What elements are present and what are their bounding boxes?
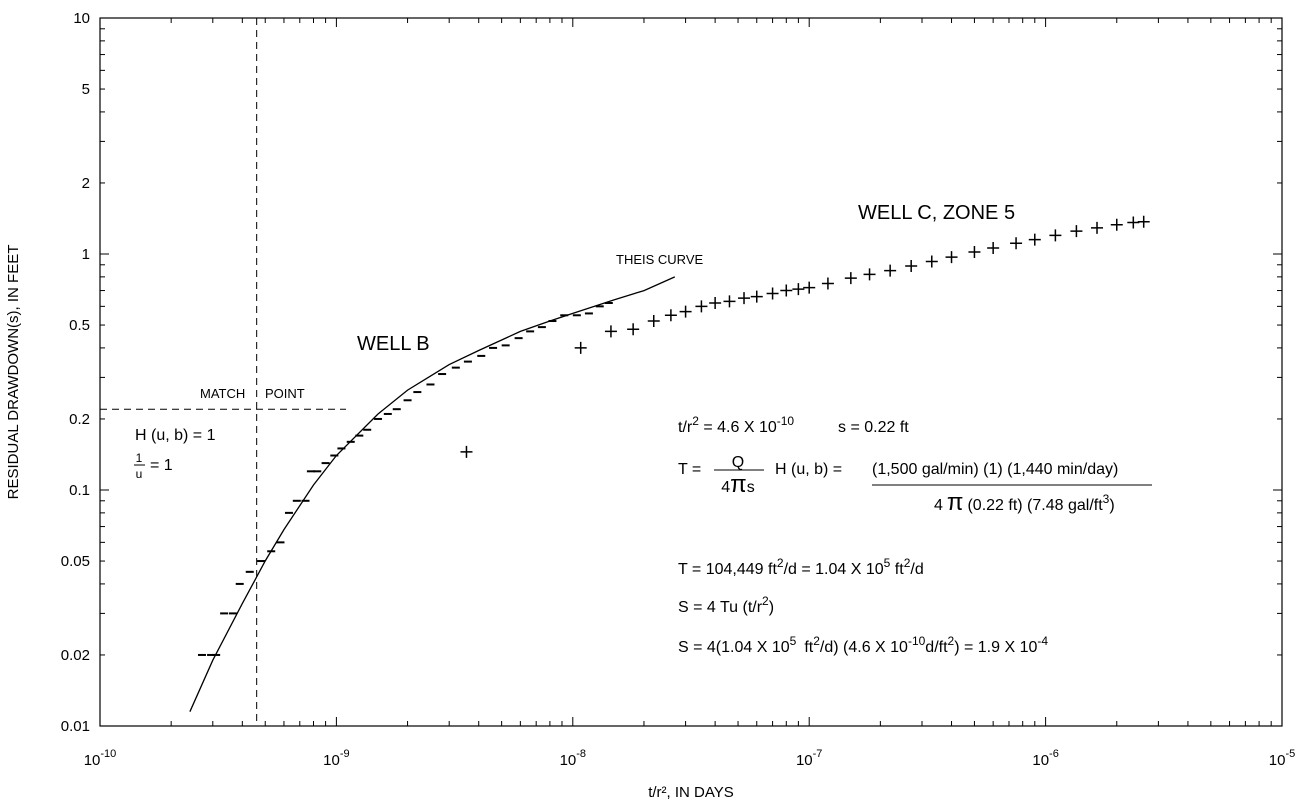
well-c-point — [821, 277, 834, 290]
y-tick-label: 0.02 — [61, 647, 90, 664]
y-tick-label: 0.1 — [69, 482, 90, 499]
chart-marks: 10-10 10-9 10-8 10-7 10-6 10-5 0.01 0.02 0.05 0.1… — [61, 10, 1295, 769]
h-equation: H (u, b) = 1 — [135, 427, 216, 444]
plot-frame — [99, 17, 1283, 727]
well-c-point — [945, 251, 958, 264]
well-c-point — [905, 259, 918, 272]
match-point-label-left: MATCH — [200, 386, 245, 401]
y-tick-label: 0.05 — [61, 553, 90, 570]
y-tick-label: 0.2 — [69, 411, 90, 428]
well-c-point — [1028, 233, 1041, 246]
y-tick-label: 0.01 — [61, 718, 90, 735]
q-denominator: 4πs — [721, 471, 754, 498]
well-c-point — [844, 272, 857, 285]
x-tick-label: 10-5 — [1269, 748, 1295, 769]
well-b-label: WELL B — [357, 333, 430, 355]
y-tick-label: 1 — [82, 246, 90, 263]
well-c-point — [803, 281, 816, 294]
well-c-point — [738, 292, 751, 305]
well-c-point — [574, 341, 587, 354]
well-c-point — [709, 296, 722, 309]
q-numerator: Q — [732, 454, 744, 471]
one-over-u-num: 1 — [136, 451, 143, 465]
equation-transmissivity: T = Q 4πs H (u, b) = (1,500 gal/min) (1)… — [678, 454, 1152, 516]
theis-curve-line — [189, 276, 676, 712]
well-c-point — [1091, 221, 1104, 234]
well-c-point — [1070, 225, 1083, 238]
rhs-numerator: (1,500 gal/min) (1) (1,440 min/day) — [872, 461, 1118, 478]
equation-t-value: T = 104,449 ft2/d = 1.04 X 105 ft2/d — [678, 556, 924, 578]
well-c-point — [695, 300, 708, 313]
well-c-point — [679, 305, 692, 318]
equation-s-formula: S = 4 Tu (t/r2) — [678, 594, 774, 616]
well-c-point — [1049, 229, 1062, 242]
well-c-point — [780, 284, 793, 297]
one-over-u-equation: 1 u = 1 — [134, 451, 173, 481]
x-tick-label: 10-8 — [560, 748, 586, 769]
well-c-point — [750, 290, 763, 303]
t-equals: T = — [678, 461, 701, 478]
y-tick-label: 0.5 — [69, 317, 90, 334]
theis-curve-label: THEIS CURVE — [616, 252, 703, 267]
well-c-point — [863, 268, 876, 281]
rhs-denominator: 4 π (0.22 ft) (7.48 gal/ft3) — [934, 489, 1115, 516]
well-c-point — [664, 309, 677, 322]
match-point-label-right: POINT — [265, 386, 305, 401]
well-c-point — [884, 264, 897, 277]
well-c-point — [1110, 218, 1123, 231]
x-tick-label: 10-9 — [323, 748, 349, 769]
x-axis-title: t/r², IN DAYS — [648, 784, 734, 801]
x-tick-label: 10-7 — [796, 748, 822, 769]
y-tick-label: 10 — [73, 10, 90, 27]
well-c-point — [1127, 216, 1140, 229]
one-over-u-rest: = 1 — [150, 457, 173, 474]
well-c-point — [925, 255, 938, 268]
well-c-point — [766, 287, 779, 300]
well-c-point — [1010, 237, 1023, 250]
x-tick-label: 10-10 — [84, 748, 117, 769]
equation-match-values: t/r2 = 4.6 X 10-10 s = 0.22 ft — [678, 414, 909, 436]
well-c-point — [1137, 215, 1150, 228]
h-ub-equals: H (u, b) = — [775, 461, 842, 478]
well-c-point — [987, 242, 1000, 255]
well-c-point — [604, 325, 617, 338]
well-c-point — [647, 315, 660, 328]
well-c-point — [792, 283, 805, 296]
well-c-point — [460, 445, 473, 458]
well-c-point — [968, 245, 981, 258]
equation-s-value: S = 4(1.04 X 105 ft2/d) (4.6 X 10-10d/ft2… — [678, 634, 1048, 656]
well-c-point — [723, 295, 736, 308]
well-c-point — [627, 323, 640, 336]
well-c-label: WELL C, ZONE 5 — [858, 202, 1015, 224]
y-tick-label: 5 — [82, 81, 90, 98]
one-over-u-den: u — [136, 467, 143, 481]
y-tick-label: 2 — [82, 175, 90, 192]
y-axis-title: RESIDUAL DRAWDOWN(s), IN FEET — [5, 245, 22, 500]
x-tick-label: 10-6 — [1032, 748, 1058, 769]
